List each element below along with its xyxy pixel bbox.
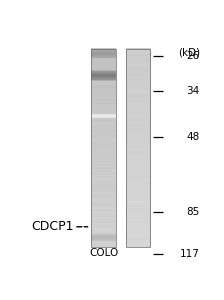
Text: 85: 85 bbox=[187, 207, 200, 217]
Text: COLO: COLO bbox=[89, 248, 118, 259]
Bar bbox=[91, 49, 116, 247]
Text: 34: 34 bbox=[187, 86, 200, 96]
Text: (kD): (kD) bbox=[178, 47, 200, 58]
Text: CDCP1: CDCP1 bbox=[31, 220, 74, 233]
Text: 26: 26 bbox=[187, 51, 200, 61]
Text: 48: 48 bbox=[187, 132, 200, 142]
Bar bbox=[126, 49, 150, 247]
Text: 117: 117 bbox=[180, 249, 200, 259]
